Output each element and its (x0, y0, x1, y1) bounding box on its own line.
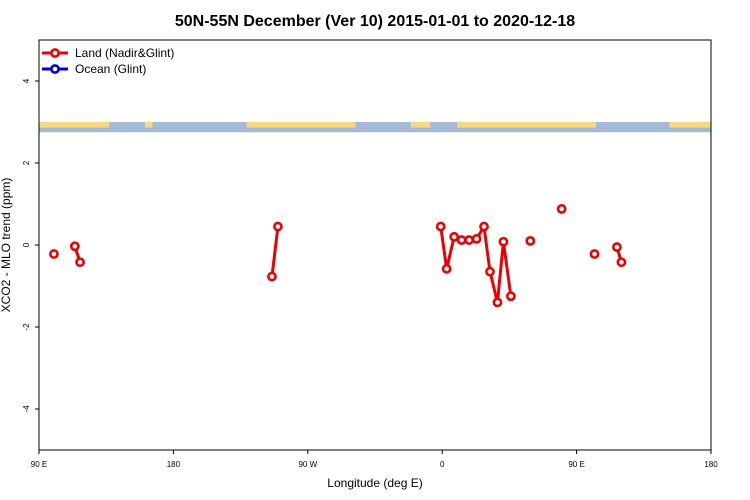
land-band (145, 122, 153, 128)
ocean-band (39, 122, 711, 133)
land-band (410, 122, 431, 128)
data-point (273, 221, 283, 232)
land-band (246, 122, 356, 128)
land-band (457, 122, 597, 128)
x-axis: 90 E 180 90 W 0 90 E 180 (31, 450, 718, 469)
land-ocean-strip (39, 122, 711, 133)
y-tick-label: -4 (22, 405, 31, 413)
data-point (471, 233, 482, 244)
data-point (69, 241, 80, 252)
data-point (616, 257, 627, 268)
x-tick-label: 180 (704, 460, 718, 469)
y-tick-label: 0 (22, 242, 31, 247)
data-point (464, 235, 474, 245)
legend-label: Ocean (Glint) (75, 62, 146, 76)
plot-frame (38, 39, 712, 451)
y-axis-label: XCO2 - MLO trend (ppm) (0, 178, 13, 313)
legend-swatch-marker (50, 48, 60, 58)
data-point (49, 249, 59, 259)
legend: Land (Nadir&Glint) Ocean (Glint) (42, 46, 174, 76)
x-tick-label: 180 (167, 460, 181, 469)
land-band (39, 122, 110, 128)
data-point (485, 266, 495, 277)
data-point (612, 242, 622, 252)
data-point (441, 263, 452, 274)
y-axis: -4 -2 0 2 4 (22, 78, 39, 413)
series-line (270, 226, 280, 277)
x-tick-label: 0 (440, 460, 445, 469)
x-tick-label: 90 W (298, 460, 317, 469)
land-band (669, 122, 711, 128)
legend-label: Land (Nadir&Glint) (75, 46, 174, 60)
data-point (456, 235, 467, 245)
data-point (479, 221, 489, 232)
x-axis-label: Longitude (deg E) (327, 476, 422, 490)
data-point (525, 235, 536, 246)
y-tick-label: -2 (22, 323, 31, 331)
x-tick-label: 90 E (31, 460, 47, 469)
data-point (505, 291, 516, 302)
x-tick-label: 90 E (568, 460, 584, 469)
data-point (589, 249, 600, 259)
data-point (75, 257, 85, 268)
y-tick-label: 2 (22, 160, 31, 165)
y-tick-label: 4 (22, 78, 31, 83)
data-point (267, 271, 277, 282)
series-layer (49, 204, 627, 308)
data-point (498, 236, 509, 247)
chart-title: 50N-55N December (Ver 10) 2015-01-01 to … (175, 13, 575, 30)
data-point (435, 221, 446, 232)
legend-swatch-marker (50, 64, 60, 74)
data-point (492, 297, 503, 308)
data-point (556, 204, 567, 214)
data-point (449, 231, 460, 242)
